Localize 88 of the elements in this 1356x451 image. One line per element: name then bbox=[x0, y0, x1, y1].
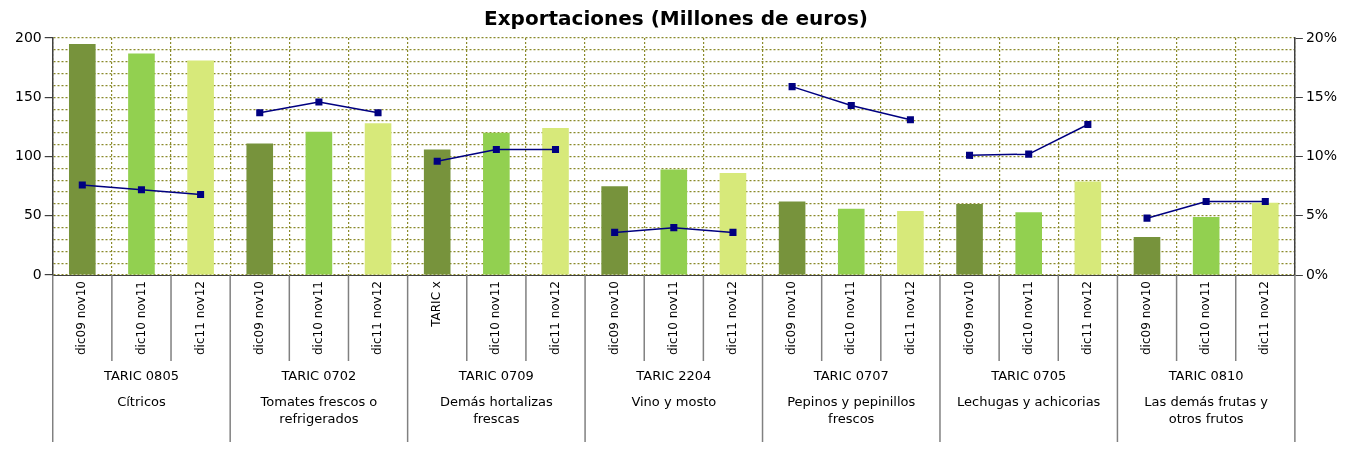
chart-title: Exportaciones (Millones de euros) bbox=[484, 6, 868, 31]
x-tick-label: dic11 nov12 bbox=[547, 281, 562, 355]
bar bbox=[1074, 181, 1102, 275]
point bbox=[966, 151, 974, 159]
point bbox=[551, 145, 560, 153]
y2-tick-label: 20% bbox=[1305, 28, 1338, 45]
text: TARIC 0705 bbox=[990, 368, 1067, 384]
text: TARIC 0810 bbox=[1167, 368, 1244, 384]
bar bbox=[1015, 212, 1043, 275]
x-tick-label: dic09 nov10 bbox=[606, 281, 621, 355]
point bbox=[847, 102, 855, 110]
text: Pepinos y pepinillos frescos bbox=[787, 394, 916, 427]
point bbox=[197, 190, 205, 198]
point bbox=[1143, 214, 1151, 222]
x-tick-label: dic10 nov11 bbox=[1020, 281, 1035, 355]
y-tick-label: 100 bbox=[14, 147, 42, 164]
point bbox=[729, 228, 737, 236]
bar bbox=[956, 203, 983, 275]
point bbox=[1202, 198, 1210, 206]
text: TARIC 0702 bbox=[280, 368, 357, 384]
x-tick-label: dic11 nov12 bbox=[192, 281, 207, 355]
y2-tick-label: 5% bbox=[1305, 206, 1329, 223]
point bbox=[256, 109, 264, 117]
bar bbox=[542, 128, 569, 275]
y-tick-label: 150 bbox=[14, 87, 42, 104]
x-tick-label: dic09 nov10 bbox=[251, 281, 266, 355]
bar bbox=[68, 43, 96, 275]
x-tick-label: dic10 nov11 bbox=[488, 281, 503, 355]
point bbox=[1025, 150, 1033, 158]
point bbox=[492, 145, 500, 153]
text: Demás hortalizas frescas bbox=[439, 394, 554, 427]
point bbox=[374, 109, 382, 117]
bar bbox=[128, 53, 155, 275]
point bbox=[611, 228, 619, 236]
text: Lechugas y achicorias bbox=[957, 394, 1101, 410]
bar bbox=[364, 123, 392, 275]
bar bbox=[778, 201, 806, 275]
x-tick-label: dic09 nov10 bbox=[1139, 281, 1154, 355]
point bbox=[670, 224, 678, 232]
point bbox=[315, 98, 323, 106]
x-tick-label: dic11 nov12 bbox=[725, 281, 740, 355]
bar bbox=[246, 143, 274, 275]
point bbox=[906, 116, 914, 124]
bar bbox=[187, 60, 214, 275]
x-tick-label: dic11 nov12 bbox=[1257, 281, 1272, 355]
y2-tick-label: 0% bbox=[1305, 265, 1329, 282]
x-tick-label: dic09 nov10 bbox=[784, 281, 799, 355]
x-tick-label: dic09 nov10 bbox=[74, 281, 89, 355]
x-tick-label: dic09 nov10 bbox=[961, 281, 976, 355]
x-tick-label: dic10 nov11 bbox=[843, 281, 858, 355]
x-tick-label: TARIC x bbox=[429, 281, 444, 328]
y-tick-label: 0 bbox=[32, 265, 42, 282]
bar bbox=[483, 132, 510, 275]
point bbox=[1261, 198, 1269, 206]
bar bbox=[1133, 237, 1161, 275]
text: Tomates frescos o refrigerados bbox=[259, 394, 378, 427]
bar bbox=[719, 173, 747, 275]
text: TARIC 0707 bbox=[812, 368, 889, 384]
x-tick-label: dic10 nov11 bbox=[1198, 281, 1213, 355]
text: Las demás frutas y otros frutos bbox=[1144, 394, 1269, 427]
x-tick-label: dic10 nov11 bbox=[665, 281, 680, 355]
x-tick-label: dic11 nov12 bbox=[1079, 281, 1094, 355]
bar bbox=[837, 208, 865, 275]
y-tick-label: 200 bbox=[14, 28, 42, 45]
bar bbox=[897, 211, 924, 275]
bar bbox=[1192, 216, 1220, 275]
x-tick-label: dic11 nov12 bbox=[902, 281, 917, 355]
text: Cítricos bbox=[117, 394, 166, 410]
point bbox=[137, 186, 145, 194]
point bbox=[78, 181, 86, 189]
bar bbox=[660, 169, 688, 275]
bar bbox=[1252, 202, 1279, 275]
point bbox=[788, 83, 796, 91]
bar bbox=[601, 186, 628, 275]
point bbox=[433, 157, 441, 165]
point bbox=[1084, 120, 1092, 129]
y2-tick-label: 10% bbox=[1305, 147, 1338, 164]
text: TARIC 0709 bbox=[457, 368, 534, 384]
text: Vino y mosto bbox=[631, 394, 717, 410]
x-tick-label: dic10 nov11 bbox=[311, 281, 326, 355]
x-tick-label: dic10 nov11 bbox=[133, 281, 148, 355]
bar bbox=[305, 131, 333, 275]
y2-tick-label: 15% bbox=[1305, 87, 1338, 104]
text: TARIC 2204 bbox=[635, 368, 712, 384]
y-tick-label: 50 bbox=[23, 206, 42, 223]
x-tick-label: dic11 nov12 bbox=[370, 281, 385, 355]
bar bbox=[423, 149, 451, 275]
text: TARIC 0805 bbox=[102, 368, 179, 384]
